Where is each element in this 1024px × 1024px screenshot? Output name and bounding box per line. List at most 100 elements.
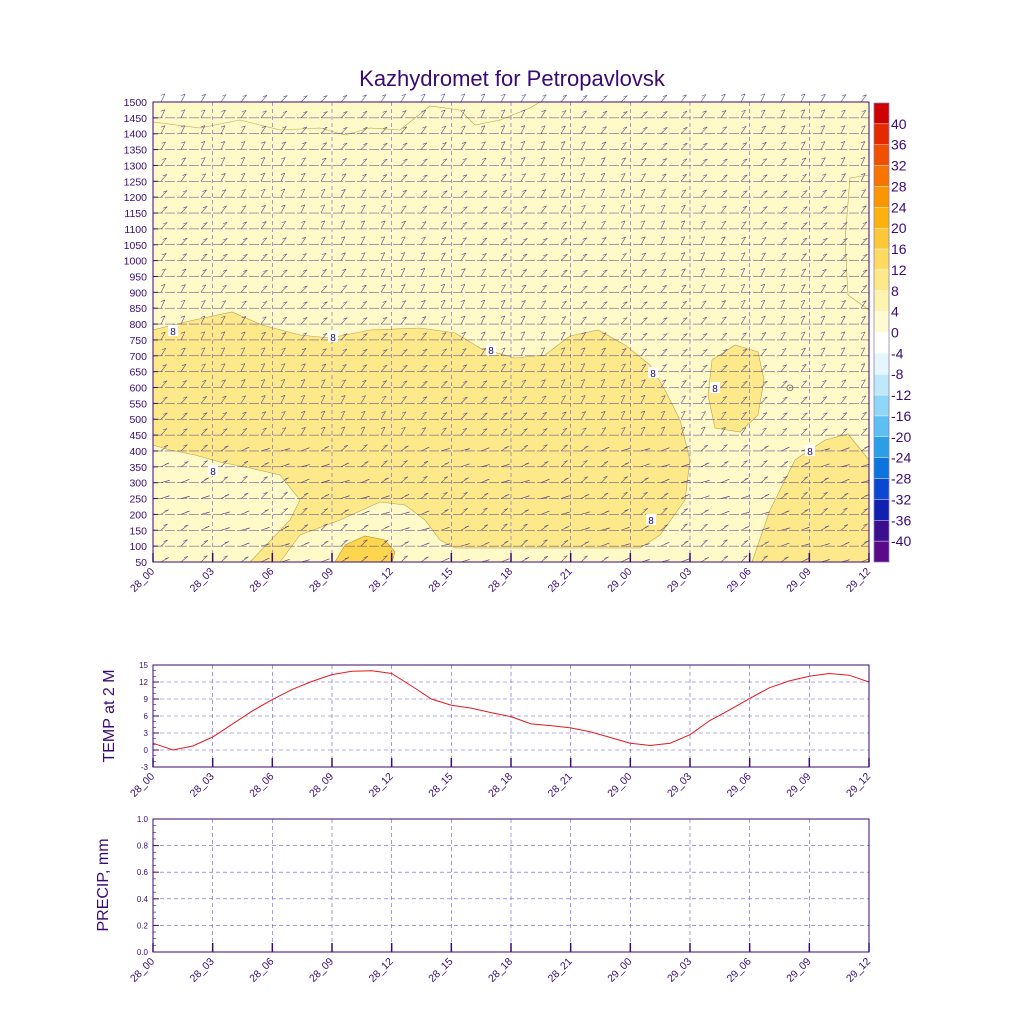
wind-barb-flag (661, 189, 666, 192)
wind-barb (260, 110, 267, 119)
wind-barb-flag (362, 284, 367, 287)
wind-barb (380, 333, 388, 341)
wind-barb-flag (342, 364, 347, 367)
wind-barb (200, 315, 206, 325)
wind-barb (420, 427, 427, 436)
wind-barb-flag (741, 252, 746, 255)
wind-barb (340, 317, 348, 325)
wind-barb-flag (203, 444, 208, 447)
wind-barb (800, 396, 808, 404)
wind-barb (780, 93, 786, 103)
wind-barb (820, 412, 828, 420)
wind-barb-flag (762, 142, 767, 145)
wind-barb-flag (440, 268, 446, 271)
wind-barb (480, 190, 488, 198)
wind-barb-flag (785, 510, 790, 513)
wind-barb-flag (402, 190, 407, 193)
wind-barb (260, 141, 266, 150)
wind-barb (160, 523, 168, 531)
wind-barb (340, 426, 346, 436)
wind-barb (220, 222, 228, 230)
wind-barb (560, 141, 566, 150)
wind-barb (220, 300, 227, 309)
wind-barb-flag (662, 173, 667, 176)
wind-barb (400, 268, 406, 277)
wind-barb (760, 93, 766, 103)
wind-barb-flag (423, 174, 428, 177)
wind-barb-flag (484, 492, 489, 495)
xs-ytick-label: 1250 (124, 176, 148, 188)
wind-barb (220, 316, 226, 325)
wind-barb (200, 189, 207, 198)
wind-barb (300, 285, 308, 293)
wind-barb-flag (643, 126, 648, 130)
wind-barb-flag (162, 428, 168, 431)
wind-barb-flag (560, 379, 566, 382)
wind-barb (520, 523, 528, 531)
wind-barb (800, 364, 807, 372)
wind-barb-flag (763, 206, 768, 209)
wind-barb-flag (703, 349, 708, 352)
wind-barb-flag (243, 253, 248, 257)
wind-barb-flag (443, 396, 448, 399)
wind-barb-flag (460, 109, 466, 112)
wind-barb (400, 333, 408, 341)
wind-barb (760, 190, 768, 198)
wind-barb-flag (380, 252, 385, 255)
wind-barb-flag (563, 269, 568, 272)
wind-barb-flag (583, 269, 588, 272)
wind-barb (400, 94, 406, 103)
wind-barb (560, 125, 566, 134)
wind-barb-flag (320, 394, 325, 398)
temp-xtick-label: 29_12 (844, 771, 873, 800)
wind-barb (560, 221, 567, 230)
wind-barb-flag (703, 539, 708, 542)
wind-barb-flag (742, 348, 748, 351)
wind-barb (700, 317, 708, 325)
wind-barb-flag (160, 299, 165, 302)
wind-barb (360, 301, 368, 309)
wind-barb-flag (160, 109, 165, 112)
wind-barb (200, 363, 206, 372)
wind-barb-flag (463, 396, 468, 399)
wind-barb-flag (802, 364, 807, 367)
wind-barb (520, 331, 526, 341)
wind-barb-flag (863, 238, 868, 241)
wind-barb (580, 379, 586, 388)
wind-barb (740, 268, 746, 277)
wind-barb (560, 331, 566, 341)
wind-barb (680, 284, 687, 293)
wind-barb-flag (280, 379, 285, 382)
wind-barb (620, 317, 628, 325)
wind-barb-flag (661, 395, 666, 398)
wind-barb (520, 363, 526, 372)
wind-barb (280, 332, 287, 341)
wind-barb-flag (602, 316, 607, 320)
wind-barb-flag (425, 510, 430, 513)
wind-barb-flag (503, 222, 508, 225)
wind-barb-flag (402, 332, 408, 336)
wind-barb-flag (343, 333, 348, 336)
wind-barb (440, 316, 446, 325)
wind-barb (820, 94, 826, 103)
wind-barb (580, 285, 588, 293)
wind-barb (540, 94, 547, 103)
wind-barb (520, 412, 528, 420)
wind-barb (760, 237, 767, 245)
wind-barb (740, 316, 747, 325)
wind-barb (660, 268, 667, 277)
wind-barb (400, 365, 408, 372)
wind-barb (240, 221, 247, 230)
wind-barb-flag (541, 315, 546, 319)
wind-barb (300, 379, 306, 388)
wind-barb (280, 126, 287, 134)
wind-barb (620, 301, 628, 309)
wind-barb-flag (601, 411, 606, 414)
wind-barb-flag (285, 559, 290, 562)
wind-barb (600, 411, 606, 420)
wind-barb (860, 157, 866, 166)
wind-barb-flag (202, 396, 207, 399)
wind-barb (180, 444, 188, 452)
colorbar-label: -28 (891, 471, 911, 487)
wind-barb (360, 556, 369, 563)
